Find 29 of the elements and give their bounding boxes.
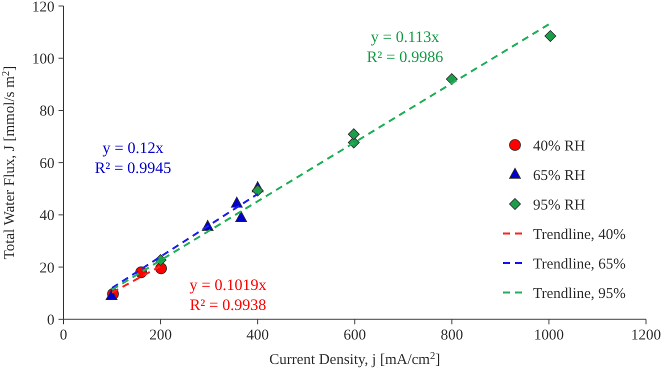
y-tick-label: 60: [40, 156, 54, 172]
annotation: y = 0.113x R² = 0.9986: [366, 29, 444, 66]
legend-label: 95% RH: [533, 197, 586, 214]
point: [544, 30, 556, 42]
y-tick-label: 20: [40, 260, 54, 276]
point: [230, 196, 243, 208]
x-tick-label: 0: [60, 327, 68, 344]
legend-label: Trendline, 95%: [533, 286, 626, 302]
point: [348, 128, 360, 140]
y-tick-label: 0: [47, 312, 54, 329]
legend-label: Trendline, 65%: [533, 256, 626, 272]
legend-label: Trendline, 40%: [533, 226, 626, 243]
y-tick-label: 120: [32, 0, 54, 16]
y-tick-label: 40: [40, 208, 54, 224]
legend-label: 40% RH: [533, 138, 586, 154]
x-tick-label: 600: [344, 327, 366, 344]
annotation: y = 0.1019x R² = 0.9938: [189, 277, 267, 314]
x-axis-title: Current Density, j [mA/cm$^{2}$]: [269, 350, 440, 368]
x-tick-label: 400: [246, 327, 269, 344]
legend-label: 65% RH: [533, 168, 586, 184]
x-tick-label: 200: [149, 327, 172, 344]
point: [235, 211, 248, 222]
x-tick-label: 1200: [631, 327, 661, 344]
x-tick-label: 800: [440, 327, 464, 344]
y-tick-label: 80: [40, 104, 54, 120]
point: [252, 184, 264, 196]
annotation: y = 0.12x R² = 0.9945: [94, 140, 172, 177]
y-tick-label: 100: [32, 51, 54, 68]
x-tick-label: 1000: [534, 327, 564, 344]
